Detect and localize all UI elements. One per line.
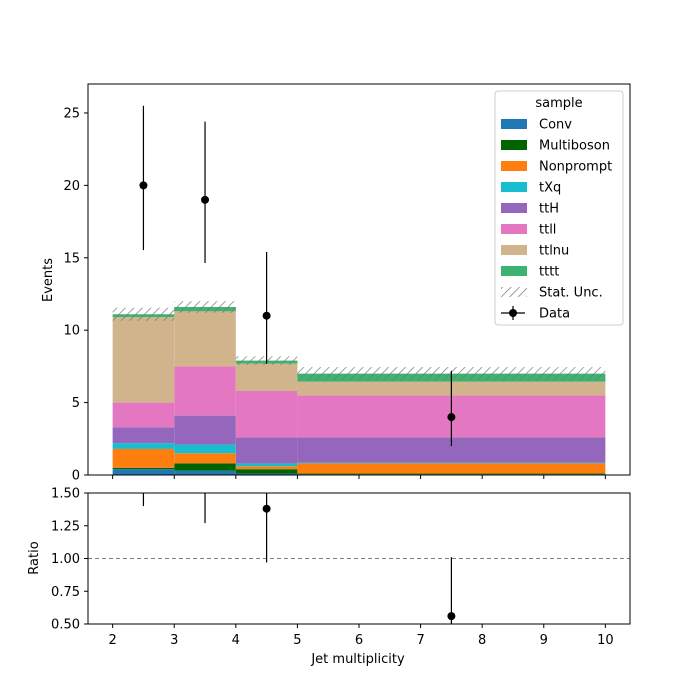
x-tick-label-5: 5 [293,633,301,648]
legend-label-data: Data [539,307,570,322]
main-y-tick-label-25: 25 [63,106,80,121]
ratio-y-axis-label: Ratio [27,541,42,574]
main-y-tick-label-5: 5 [72,396,80,411]
ratio-y-tick-label-1-50: 1.50 [51,487,80,502]
ratio-plot-panel: 0.50 0.75 1.00 1.25 1.50 2 3 4 5 6 7 8 9 10 Ratio Je… [27,487,631,667]
bar-tth-bin-2 [174,415,236,445]
legend-title: sample [535,96,582,111]
bar-nonprompt-bin-3 [235,466,298,470]
bar-nonprompt-bin-2 [174,453,236,464]
bar-multiboson-bin-1 [112,467,175,470]
legend-swatch-ttlnu [501,245,527,255]
legend-swatch-stat-unc [501,287,527,297]
main-y-tick-label-10: 10 [63,324,80,339]
ratio-x-axis-ticks: 2 3 4 5 6 7 8 9 10 [108,624,614,648]
x-tick-label-2: 2 [108,633,116,648]
data-point-3 [262,311,271,320]
x-tick-label-6: 6 [355,633,363,648]
legend-swatch-tttt [501,266,527,276]
stat-unc-bin-1 [112,307,175,321]
main-plot-panel: 0 5 10 15 20 25 Events [41,83,631,484]
legend-label-conv: Conv [539,118,572,133]
bar-txq-bin-2 [174,444,236,454]
ratio-point-4 [447,612,456,621]
ratio-y-tick-label-0-75: 0.75 [51,585,80,600]
bar-ttll-bin-3 [235,391,298,438]
main-y-axis-label: Events [41,258,56,302]
bar-ttll-bin-2 [174,366,236,416]
bar-ttlnu-bin-1 [112,317,175,403]
bar-conv-bin-2 [174,470,236,475]
x-axis-label: Jet multiplicity [310,652,405,667]
legend-label-stat-unc: Stat. Unc. [539,286,603,301]
bar-txq-bin-4 [297,462,606,464]
data-point-4 [447,413,456,422]
legend-swatch-tth [501,203,527,213]
ratio-y-tick-label-1-25: 1.25 [51,519,80,534]
ratio-plot-frame [87,492,631,625]
data-point-2 [201,195,210,204]
stat-unc-bin-2 [174,301,236,313]
x-tick-label-10: 10 [597,633,614,648]
data-points [139,105,456,447]
bar-txq-bin-3 [235,463,298,467]
legend: sample Conv Multiboson Nonprompt tXq ttH ttll… [494,90,624,326]
ratio-y-axis-ticks: 0.50 0.75 1.00 1.25 1.50 [51,487,88,633]
bar-nonprompt-bin-1 [112,448,175,468]
legend-label-tth: ttH [539,202,559,217]
legend-swatch-ttll [501,224,527,234]
legend-swatch-nonprompt [501,161,527,171]
legend-swatch-txq [501,182,527,192]
legend-label-tttt: tttt [539,265,559,280]
bar-tth-bin-1 [112,427,175,444]
ratio-point-3 [262,504,271,513]
main-y-tick-label-0: 0 [72,469,80,484]
bar-txq-bin-1 [112,443,175,449]
legend-swatch-multiboson [501,140,527,150]
main-y-tick-label-20: 20 [63,179,80,194]
legend-swatch-conv [501,119,527,129]
stacked-histogram [112,307,606,475]
ratio-points [142,493,456,624]
legend-label-multiboson: Multiboson [539,139,610,154]
x-tick-label-9: 9 [540,633,548,648]
bar-multiboson-bin-2 [174,463,236,471]
bar-conv-bin-1 [112,469,175,475]
main-y-axis-ticks: 0 5 10 15 20 25 [63,106,88,484]
legend-label-txq: tXq [539,181,561,196]
legend-swatch-data [509,309,517,317]
bar-conv-bin-3 [235,473,298,475]
bar-ttlnu-bin-2 [174,311,236,367]
bar-tth-bin-3 [235,437,298,464]
ratio-y-tick-label-0-50: 0.50 [51,618,80,633]
x-tick-label-4: 4 [232,633,240,648]
main-y-tick-label-15: 15 [63,251,80,266]
legend-label-ttlnu: ttlnu [539,244,569,259]
bar-ttlnu-bin-3 [235,363,298,392]
bar-nonprompt-bin-4 [297,463,606,474]
x-tick-label-7: 7 [416,633,424,648]
x-tick-label-3: 3 [170,633,178,648]
bar-multiboson-bin-4 [297,473,606,475]
ratio-y-tick-label-1-00: 1.00 [51,552,80,567]
bar-ttll-bin-1 [112,402,175,428]
legend-label-nonprompt: Nonprompt [539,160,612,175]
main-x-axis-ticks [112,475,606,479]
legend-label-ttll: ttll [539,223,556,238]
bar-multiboson-bin-3 [235,469,298,474]
x-tick-label-8: 8 [478,633,486,648]
data-point-1 [139,181,148,190]
